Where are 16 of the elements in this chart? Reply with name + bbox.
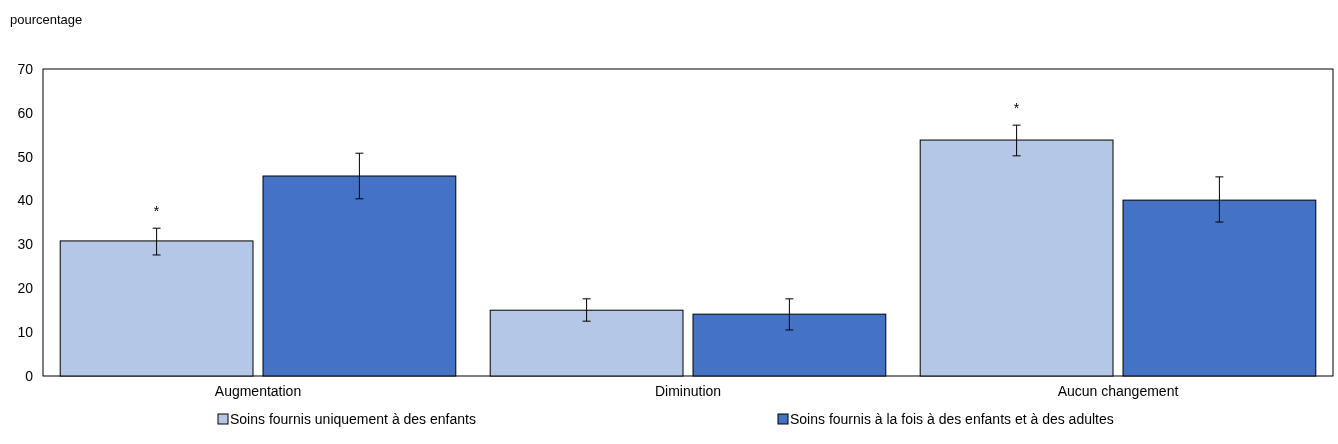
data-label: * [1013,100,1020,117]
y-tick-label: 30 [17,236,34,253]
x-tick-label: Augmentation [214,383,302,399]
y-tick-label: 70 [17,60,34,77]
x-tick-label: Aucun changement [1057,383,1179,399]
y-tick-label: 10 [17,324,34,341]
y-axis-title: pourcentage [10,12,83,27]
data-label: * [153,203,160,220]
y-tick-label: 60 [17,104,34,121]
legend-label: Soins fournis à la fois à des enfants et à des adultes [790,411,1114,427]
y-tick-label: 40 [17,192,34,209]
legend-label: Soins fournis uniquement à des enfants [230,411,476,427]
y-tick-label: 50 [17,148,34,165]
x-tick-label: Diminution [654,383,722,399]
y-tick-label: 0 [25,367,34,384]
y-tick-label: 20 [17,280,34,297]
